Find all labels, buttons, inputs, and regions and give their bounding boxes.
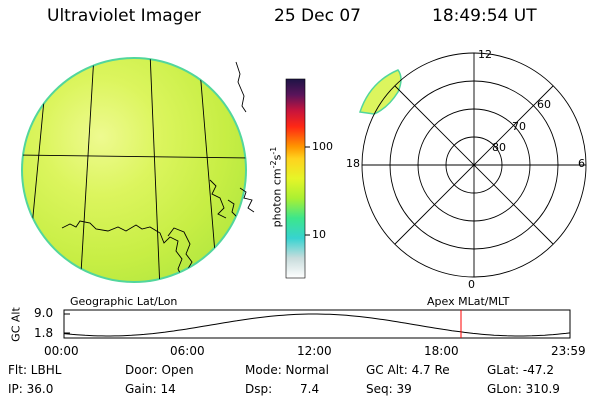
time-tick-2359: 23:59 <box>551 344 586 358</box>
door-label: Door: Open <box>125 363 194 377</box>
uv-image-globe <box>20 52 254 290</box>
colorbar-unit-label: photon cm-2s-1 <box>269 122 284 252</box>
filter-label: Flt: LBHL <box>8 363 61 377</box>
colorbar-tick-100: 100 <box>312 140 333 153</box>
polar-plot <box>360 53 586 277</box>
aurora-patch <box>360 70 401 114</box>
mlt-label-0: 0 <box>468 278 475 291</box>
apex-label: Apex MLat/MLT <box>427 295 509 308</box>
time-tick-1800: 18:00 <box>424 344 459 358</box>
time-tick-0600: 06:00 <box>170 344 205 358</box>
geographic-label: Geographic Lat/Lon <box>70 295 177 308</box>
gc-alt-axis-label: GC Alt <box>10 305 23 345</box>
mlt-label-18: 18 <box>346 157 360 170</box>
lat-label-60: 60 <box>537 98 551 111</box>
mode-label: Mode: Normal <box>245 363 329 377</box>
dsp-label: Dsp: <box>245 382 272 396</box>
gain-label: Gain: 14 <box>125 382 176 396</box>
alt-tick-9: 9.0 <box>34 306 53 320</box>
ip-label: IP: 36.0 <box>8 382 53 396</box>
lat-label-70: 70 <box>512 120 526 133</box>
mlt-label-6: 6 <box>578 157 585 170</box>
mlt-label-12: 12 <box>478 48 492 61</box>
colorbar-tick-10: 10 <box>312 228 326 241</box>
glon-label: GLon: 310.9 <box>487 382 560 396</box>
time-tick-0000: 00:00 <box>44 344 79 358</box>
altitude-strip <box>64 310 570 338</box>
coastline <box>236 62 246 112</box>
glat-label: GLat: -47.2 <box>487 363 554 377</box>
colorbar <box>286 79 310 278</box>
dsp-value: 7.4 <box>300 382 319 396</box>
seq-label: Seq: 39 <box>366 382 412 396</box>
gc-alt-label: GC Alt: 4.7 Re <box>366 363 450 377</box>
lat-label-80: 80 <box>492 141 506 154</box>
time-tick-1200: 12:00 <box>297 344 332 358</box>
alt-tick-1-8: 1.8 <box>34 326 53 340</box>
